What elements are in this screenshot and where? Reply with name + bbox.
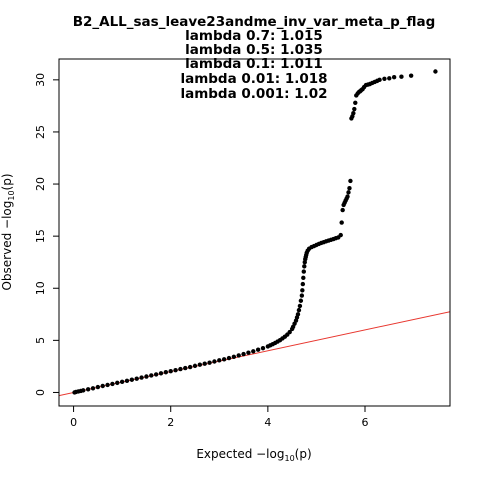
data-point bbox=[340, 207, 345, 213]
lambda-line-4: lambda 0.01: 1.018 bbox=[180, 71, 327, 87]
data-point bbox=[231, 354, 237, 360]
data-point bbox=[300, 281, 306, 287]
data-point bbox=[299, 293, 305, 298]
data-point bbox=[338, 232, 343, 238]
data-point bbox=[158, 371, 164, 376]
data-point bbox=[351, 110, 356, 116]
data-point bbox=[295, 312, 301, 317]
data-point bbox=[298, 298, 304, 303]
data-point bbox=[301, 269, 306, 274]
data-point bbox=[197, 362, 203, 367]
lambda-line-5: lambda 0.001: 1.02 bbox=[180, 86, 327, 102]
y-axis-label: Observed −log10(p) bbox=[0, 173, 16, 290]
x-tick-label: 4 bbox=[264, 416, 271, 429]
y-tick-label: 15 bbox=[34, 229, 47, 243]
lambda-line-1: lambda 0.7: 1.015 bbox=[185, 28, 323, 44]
x-axis-label: Expected −log10(p) bbox=[196, 447, 311, 463]
data-point bbox=[251, 349, 256, 354]
data-point bbox=[377, 77, 382, 83]
data-point bbox=[139, 375, 144, 380]
data-point bbox=[339, 220, 344, 225]
data-point bbox=[297, 303, 303, 309]
data-point bbox=[352, 106, 357, 112]
y-tick-label: 5 bbox=[34, 337, 47, 344]
data-point bbox=[345, 194, 350, 199]
data-point bbox=[153, 372, 159, 377]
data-point bbox=[236, 353, 241, 358]
data-point bbox=[134, 376, 139, 381]
data-point bbox=[241, 351, 246, 357]
data-point bbox=[144, 374, 149, 379]
lambda-line-2: lambda 0.5: 1.035 bbox=[185, 42, 323, 58]
data-point bbox=[408, 73, 414, 78]
data-point bbox=[382, 76, 387, 81]
plot-frame bbox=[58, 58, 451, 407]
data-point bbox=[346, 190, 351, 195]
data-point bbox=[95, 384, 101, 390]
plot-region: 0 2 4 6 0 5 10 15 20 25 30 bbox=[34, 58, 451, 429]
x-tick-label: 6 bbox=[362, 416, 369, 429]
data-point bbox=[178, 366, 183, 372]
data-point bbox=[90, 386, 96, 391]
data-point bbox=[183, 365, 188, 371]
data-point bbox=[226, 355, 232, 361]
data-point bbox=[119, 379, 125, 385]
data-point bbox=[287, 329, 292, 335]
y-tick-label: 25 bbox=[34, 125, 47, 139]
data-point bbox=[110, 381, 115, 387]
data-point bbox=[207, 360, 212, 365]
data-point bbox=[163, 370, 169, 375]
data-point bbox=[105, 382, 110, 388]
y-tick-label: 10 bbox=[34, 281, 47, 295]
data-point bbox=[100, 383, 105, 389]
x-tick-label: 0 bbox=[70, 416, 77, 429]
data-point bbox=[260, 345, 266, 351]
data-point bbox=[296, 307, 302, 313]
data-point bbox=[217, 358, 222, 363]
data-point bbox=[85, 387, 91, 392]
data-point bbox=[301, 275, 306, 281]
data-point bbox=[212, 359, 217, 364]
data-point bbox=[246, 350, 251, 355]
data-point bbox=[387, 76, 392, 81]
data-point bbox=[129, 377, 135, 382]
data-point bbox=[353, 100, 358, 105]
data-point bbox=[391, 75, 397, 80]
x-tick-label: 2 bbox=[167, 416, 174, 429]
chart-title: B2_ALL_sas_leave23andme_inv_var_meta_p_f… bbox=[73, 14, 436, 30]
data-point bbox=[168, 368, 173, 374]
y-tick-label: 0 bbox=[34, 389, 47, 396]
lambda-line-3: lambda 0.1: 1.011 bbox=[185, 56, 323, 72]
data-point bbox=[187, 364, 193, 370]
y-tick-label: 30 bbox=[34, 73, 47, 87]
data-point bbox=[433, 69, 438, 74]
data-point bbox=[302, 264, 307, 269]
data-point bbox=[173, 367, 178, 373]
data-point bbox=[300, 288, 305, 293]
y-tick-label: 20 bbox=[34, 177, 47, 191]
data-point bbox=[347, 186, 352, 191]
data-point bbox=[348, 178, 353, 184]
data-point bbox=[149, 373, 154, 378]
data-point bbox=[202, 361, 207, 366]
data-point bbox=[255, 347, 261, 352]
data-point bbox=[192, 363, 198, 369]
data-point bbox=[81, 388, 86, 393]
data-point bbox=[124, 378, 130, 383]
data-point bbox=[115, 380, 120, 386]
data-point bbox=[221, 357, 227, 362]
data-point bbox=[399, 74, 404, 79]
